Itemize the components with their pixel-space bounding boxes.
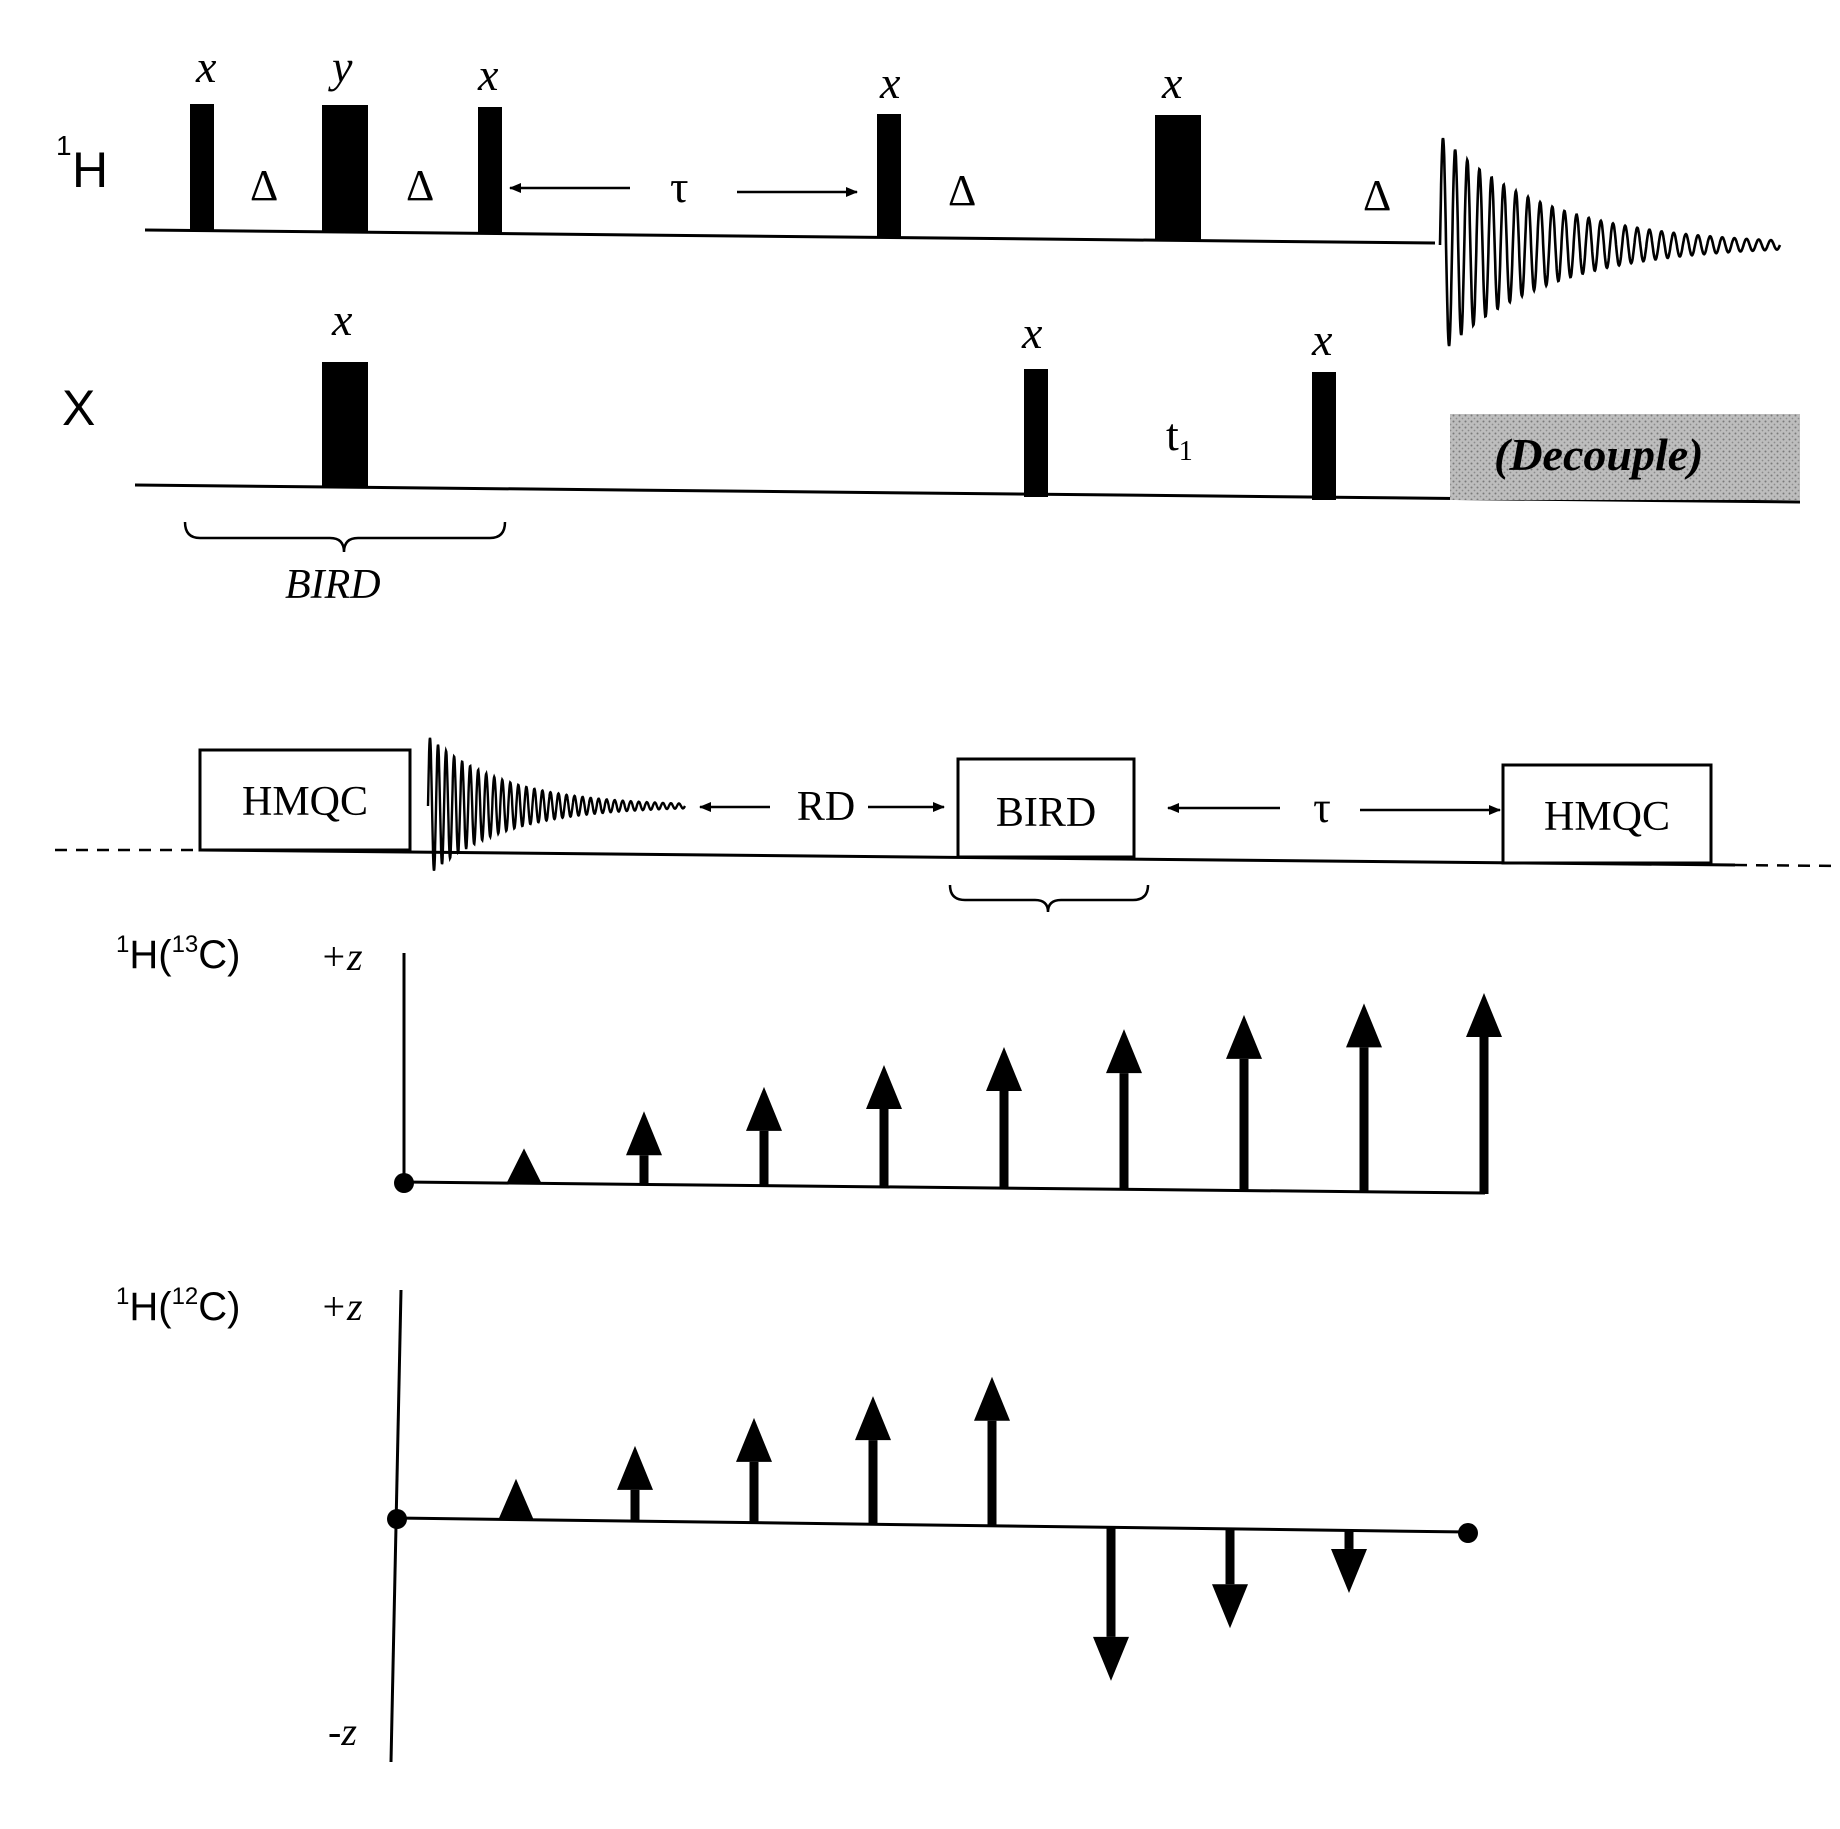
bird-box-label: BIRD (996, 790, 1096, 836)
hmqc-box-right (1501, 763, 1713, 865)
delay-delta: Δ (1363, 171, 1391, 220)
vector-arrowhead (498, 1478, 534, 1521)
label-c: C) (198, 1285, 240, 1329)
phase-label: x (879, 57, 901, 108)
h-pulse-2-y (322, 105, 368, 233)
delay-delta: Δ (406, 161, 434, 210)
scheme-fid (426, 737, 687, 871)
axis-minus-z: -z (328, 1709, 357, 1754)
delay-delta: Δ (948, 166, 976, 215)
vector-arrowhead (866, 1065, 902, 1110)
phase-label: x (1311, 314, 1333, 365)
vector-arrowhead (1106, 1029, 1142, 1074)
vector-arrowhead (1226, 1014, 1262, 1059)
vector-arrowhead (1346, 1003, 1382, 1048)
x-pulse-3-x (1312, 372, 1336, 500)
label-h: H( (129, 933, 172, 977)
t1-sub: 1 (1179, 436, 1193, 467)
rd-label: RD (797, 784, 855, 830)
pulse-sequence: 1 H x y x x x Δ Δ Δ Δ τ X x x x (56, 41, 1801, 608)
bird-box (956, 757, 1136, 859)
vector-arrowhead (855, 1396, 891, 1441)
sup-c: 13 (172, 931, 199, 958)
phase-label: x (1161, 57, 1183, 108)
panel-12c-label: 1H(12C) (116, 1283, 241, 1329)
vector-arrowhead (1331, 1548, 1367, 1593)
tau-scheme-label: τ (1313, 783, 1331, 832)
sup-h: 1 (116, 931, 129, 958)
h-pulse-4-x (877, 114, 901, 238)
channel-x-label: X (62, 380, 95, 436)
phase-label: x (331, 294, 353, 345)
vector-arrowhead (736, 1417, 772, 1462)
decouple-block (1450, 414, 1800, 500)
axis-plus-z: +z (320, 934, 363, 979)
panel-12c: 1H(12C) +z -z (116, 1283, 1478, 1763)
experiment-scheme: HMQC RD BIRD τ HMQC (55, 737, 1840, 913)
vector-zero-dot (387, 1509, 407, 1529)
x-pulse-2-x (1024, 369, 1048, 497)
bird-brace (183, 521, 507, 553)
panel-13c-arrows (394, 993, 1502, 1195)
delay-tau: τ (670, 161, 689, 212)
panel-13c-baseline (403, 1180, 1486, 1195)
phase-label: x (195, 41, 217, 92)
phase-label: x (477, 49, 499, 100)
phase-label: y (328, 41, 353, 92)
panel-12c-baseline (395, 1516, 1469, 1534)
vector-arrowhead (974, 1376, 1010, 1421)
vector-arrowhead (986, 1047, 1022, 1092)
decouple-label: (Decouple) (1494, 429, 1703, 480)
bird-label: BIRD (285, 562, 381, 608)
panel-12c-arrows (387, 1376, 1478, 1681)
vector-zero-dot (394, 1173, 414, 1193)
vector-zero-dot (1458, 1523, 1478, 1544)
vector-arrowhead (1093, 1636, 1129, 1681)
label-h: H( (129, 1285, 172, 1329)
hmqc-left-label: HMQC (242, 779, 368, 825)
scheme-dashed-right (1734, 863, 1840, 868)
sup-c: 12 (172, 1283, 199, 1310)
h-pulse-5-x (1155, 115, 1201, 241)
h-pulse-1-x (190, 104, 214, 231)
panel-13c: 1H(13C) +z (116, 931, 1502, 1195)
label-c: C) (198, 933, 240, 977)
delay-delta: Δ (250, 161, 278, 210)
vector-arrowhead (506, 1148, 542, 1185)
vector-arrowhead (617, 1445, 653, 1490)
axis-plus-z: +z (320, 1284, 363, 1329)
channel-h-label: H (72, 142, 108, 198)
channel-h-sup: 1 (56, 130, 72, 161)
bird-scheme-brace (948, 884, 1150, 913)
vector-arrowhead (1466, 993, 1502, 1038)
h-pulse-3-x (478, 107, 502, 234)
vector-arrowhead (1212, 1584, 1248, 1629)
t1-main: t (1166, 409, 1179, 460)
sup-h: 1 (116, 1283, 129, 1310)
hmqc-box-left (198, 748, 412, 852)
phase-label: x (1021, 307, 1043, 358)
evolution-t1: t1 (1166, 409, 1193, 467)
vector-arrowhead (746, 1086, 782, 1131)
panel-13c-label: 1H(13C) (116, 931, 241, 977)
x-pulse-1-x (322, 362, 368, 487)
h-fid (1438, 137, 1782, 347)
vector-arrowhead (626, 1111, 662, 1156)
hmqc-right-label: HMQC (1544, 794, 1670, 840)
